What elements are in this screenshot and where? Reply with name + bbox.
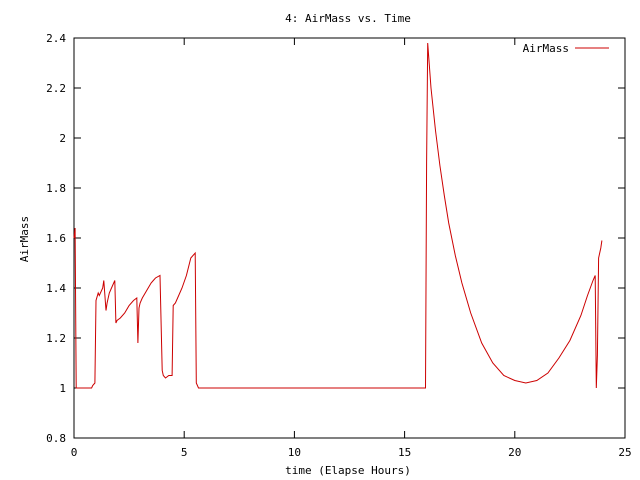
plot-frame [73,37,626,439]
series-line-airmass [73,42,603,389]
y-tick-label: 1.8 [46,182,66,195]
legend: AirMass [523,42,609,55]
y-tick-label: 0.8 [46,432,66,445]
y-tick-label: 2.4 [46,32,66,45]
x-tick-label: 15 [398,446,411,459]
x-tick-label: 5 [181,446,188,459]
chart-title: 4: AirMass vs. Time [285,12,411,25]
y-axis-label: AirMass [18,216,31,262]
y-tick-label: 1.4 [46,282,66,295]
x-tick-labels: 0 5 10 15 20 25 [71,446,632,459]
y-tick-label: 1.2 [46,332,66,345]
y-tick-labels: 0.8 1 1.2 1.4 1.6 1.8 2 2.2 2.4 [46,32,66,445]
y-tick-label: 1.6 [46,232,66,245]
y-tick-label: 2.2 [46,82,66,95]
legend-label-airmass: AirMass [523,42,569,55]
y-tick-label: 2 [59,132,66,145]
y-tick-label: 1 [59,382,66,395]
x-axis-label: time (Elapse Hours) [285,464,411,477]
axis-ticks [73,37,626,439]
x-tick-label: 20 [508,446,521,459]
x-tick-label: 25 [618,446,631,459]
x-tick-label: 0 [71,446,78,459]
x-tick-label: 10 [288,446,301,459]
